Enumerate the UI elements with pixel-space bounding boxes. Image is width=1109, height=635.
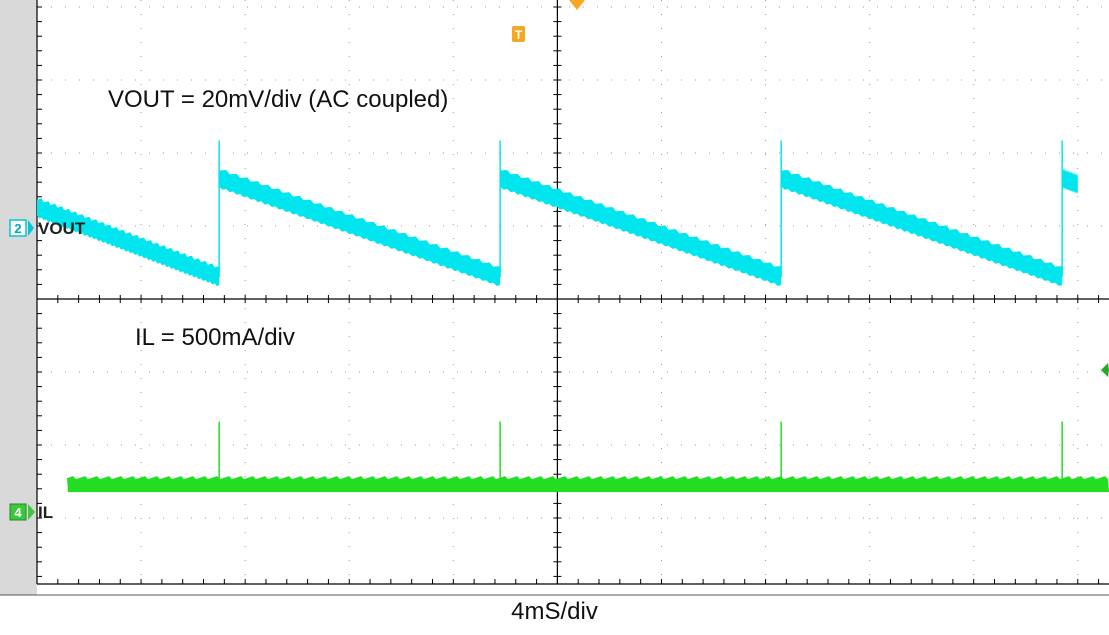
channel-2-number: 2 [14, 221, 21, 236]
il-scale-annotation: IL = 500mA/div [135, 324, 295, 351]
left-margin-strip [0, 0, 37, 595]
vout-trace [37, 140, 1078, 287]
trigger-position-icon [569, 0, 585, 10]
vout-segment [781, 170, 1063, 286]
vout-scale-annotation: VOUT = 20mV/div (AC coupled) [108, 86, 448, 113]
trigger-label: T [515, 28, 523, 42]
channel-4-arrow-icon [28, 504, 35, 520]
channel-4-marker: 4 IL [9, 503, 53, 522]
channel-2-arrow-icon [28, 220, 34, 236]
vout-segment [219, 170, 501, 286]
channel-2-marker: 2 VOUT [9, 219, 86, 238]
channel-4-name: IL [38, 503, 53, 522]
time-scale-annotation: 4mS/div [511, 598, 598, 625]
channel-4-number: 4 [14, 505, 22, 520]
vout-segment [1062, 167, 1078, 195]
channel-2-name: VOUT [38, 219, 86, 238]
trigger-marker: T [512, 0, 585, 42]
ch4-offset-diamond-icon [1101, 363, 1109, 377]
il-trace [67, 421, 1109, 493]
vout-segment [37, 198, 220, 287]
il-baseline-band [67, 476, 1109, 493]
vout-segment [500, 170, 782, 286]
